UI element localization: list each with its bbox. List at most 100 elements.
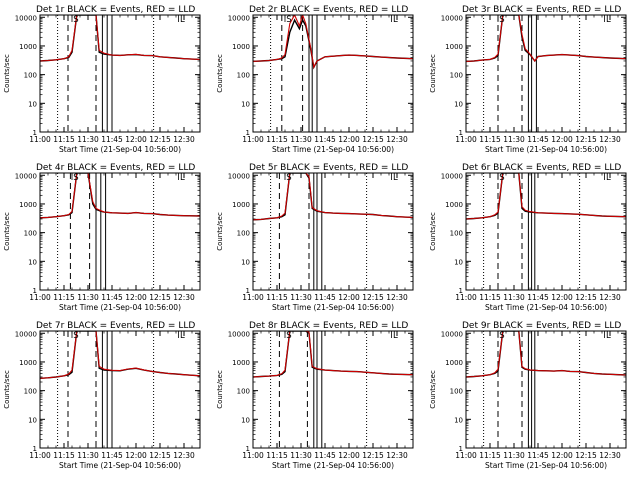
y-tick-label: 10000 bbox=[441, 330, 463, 338]
series-events-line bbox=[466, 173, 626, 220]
x-tick-label: 11:45 bbox=[314, 135, 336, 144]
y-tick-label: 1 bbox=[246, 287, 250, 295]
y-axis-label: Counts/sec bbox=[216, 370, 224, 409]
event-marker-label: S bbox=[73, 331, 78, 341]
y-axis-label: Counts/sec bbox=[3, 212, 11, 251]
x-axis-label: Start Time (21-Sep-04 10:56:00) bbox=[59, 461, 181, 470]
x-tick-label: 12:15 bbox=[149, 135, 171, 144]
series-group bbox=[40, 173, 200, 219]
x-tick-label: 11:45 bbox=[314, 293, 336, 302]
x-tick-label: 12:15 bbox=[575, 135, 597, 144]
x-tick-label: 11:00 bbox=[455, 451, 477, 460]
panel-frame bbox=[252, 14, 414, 133]
series-lld-line bbox=[253, 331, 413, 378]
x-tick-label: 11:30 bbox=[290, 451, 312, 460]
y-tick-label: 10000 bbox=[228, 172, 250, 180]
event-marker-label: S bbox=[286, 15, 291, 25]
panel-8: Det 8r BLACK = Events, RED = LLD Counts/s… bbox=[216, 321, 414, 470]
panel-frame bbox=[39, 14, 201, 133]
y-tick-label: 1 bbox=[246, 129, 250, 137]
y-tick-label: 1000 bbox=[232, 43, 250, 51]
event-marker-label: S bbox=[73, 15, 78, 25]
event-marker-label: S bbox=[286, 331, 291, 341]
y-tick-label: 1 bbox=[33, 129, 37, 137]
y-axis-label: Counts/sec bbox=[429, 54, 437, 93]
x-tick-label: 12:15 bbox=[149, 293, 171, 302]
y-tick-label: 100 bbox=[450, 230, 463, 238]
x-tick-label: 11:00 bbox=[242, 451, 264, 460]
series-events-line bbox=[466, 331, 626, 378]
y-axis-label: Counts/sec bbox=[429, 212, 437, 251]
panel-frame bbox=[465, 172, 627, 291]
y-tick-label: 1 bbox=[33, 287, 37, 295]
x-tick-label: 11:00 bbox=[242, 293, 264, 302]
x-tick-label: 11:00 bbox=[29, 293, 51, 302]
series-group bbox=[466, 173, 626, 220]
x-tick-label: 12:30 bbox=[599, 293, 621, 302]
x-tick-label: 12:30 bbox=[599, 451, 621, 460]
x-tick-label: 11:00 bbox=[29, 135, 51, 144]
y-tick-label: 1000 bbox=[445, 359, 463, 367]
x-tick-label: 11:30 bbox=[503, 451, 525, 460]
y-axis-label: Counts/sec bbox=[3, 54, 11, 93]
x-tick-label: 11:15 bbox=[479, 135, 501, 144]
event-marker-label: S bbox=[499, 173, 504, 183]
series-lld-line bbox=[40, 15, 200, 62]
y-tick-label: 10 bbox=[241, 258, 250, 266]
y-tick-label: 10 bbox=[454, 100, 463, 108]
y-tick-label: 1000 bbox=[445, 201, 463, 209]
event-marker-label: L bbox=[606, 15, 611, 25]
y-tick-label: 10 bbox=[28, 416, 37, 424]
y-tick-label: 10000 bbox=[228, 330, 250, 338]
event-marker-label: S bbox=[286, 173, 291, 183]
y-tick-label: 1000 bbox=[19, 359, 37, 367]
series-events-line bbox=[40, 331, 200, 379]
x-axis-label: Start Time (21-Sep-04 10:56:00) bbox=[272, 145, 394, 154]
panel-title: Det 7r BLACK = Events, RED = LLD bbox=[36, 321, 195, 331]
x-tick-label: 11:30 bbox=[290, 135, 312, 144]
x-tick-label: 12:15 bbox=[362, 293, 384, 302]
x-tick-label: 11:15 bbox=[53, 135, 75, 144]
x-tick-label: 12:00 bbox=[125, 451, 147, 460]
panel-frame bbox=[39, 330, 201, 449]
series-lld-line bbox=[40, 173, 200, 219]
x-tick-label: 11:15 bbox=[266, 451, 288, 460]
y-tick-label: 10 bbox=[28, 100, 37, 108]
y-tick-label: 10000 bbox=[15, 14, 37, 22]
y-tick-label: 1 bbox=[459, 287, 463, 295]
y-tick-label: 10 bbox=[454, 416, 463, 424]
y-axis-label: Counts/sec bbox=[3, 370, 11, 409]
series-group bbox=[466, 15, 626, 63]
series-group bbox=[253, 173, 413, 221]
x-axis-label: Start Time (21-Sep-04 10:56:00) bbox=[485, 145, 607, 154]
y-tick-label: 10 bbox=[241, 100, 250, 108]
x-tick-label: 12:00 bbox=[551, 135, 573, 144]
y-tick-label: 1 bbox=[459, 445, 463, 453]
panel-6: Det 6r BLACK = Events, RED = LLD Counts/s… bbox=[429, 163, 627, 312]
x-tick-label: 11:45 bbox=[314, 451, 336, 460]
panel-frame bbox=[465, 14, 627, 133]
series-events-line bbox=[40, 15, 200, 62]
x-tick-label: 11:45 bbox=[527, 451, 549, 460]
series-lld-line bbox=[466, 331, 626, 378]
x-tick-label: 12:00 bbox=[125, 135, 147, 144]
x-tick-label: 11:15 bbox=[53, 293, 75, 302]
y-tick-label: 10000 bbox=[441, 172, 463, 180]
event-marker-label: S bbox=[499, 331, 504, 341]
x-tick-label: 11:45 bbox=[101, 451, 123, 460]
panel-frame bbox=[39, 172, 201, 291]
x-tick-label: 12:30 bbox=[173, 135, 195, 144]
panel-4: Det 4r BLACK = Events, RED = LLD Counts/s… bbox=[3, 163, 201, 312]
x-tick-label: 12:30 bbox=[599, 135, 621, 144]
series-lld-line bbox=[253, 15, 413, 70]
y-tick-label: 1000 bbox=[232, 201, 250, 209]
x-tick-label: 11:45 bbox=[527, 135, 549, 144]
event-marker-label: L bbox=[393, 15, 398, 25]
x-tick-label: 11:30 bbox=[503, 135, 525, 144]
panel-7: Det 7r BLACK = Events, RED = LLD Counts/s… bbox=[3, 321, 201, 470]
x-tick-label: 11:00 bbox=[455, 135, 477, 144]
y-tick-label: 10 bbox=[241, 416, 250, 424]
series-group bbox=[466, 331, 626, 378]
x-tick-label: 11:45 bbox=[101, 135, 123, 144]
x-tick-label: 12:30 bbox=[386, 293, 408, 302]
